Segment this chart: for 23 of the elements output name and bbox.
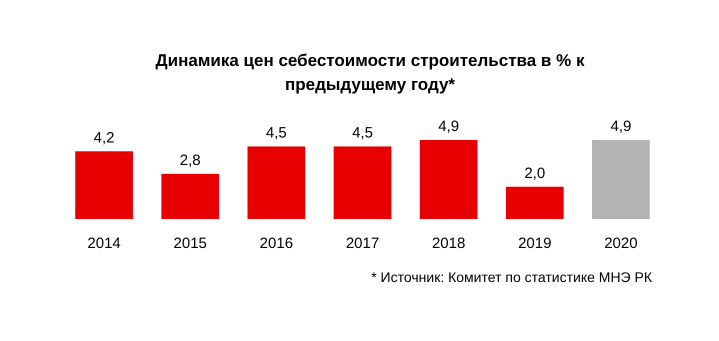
bar — [506, 186, 564, 219]
chart-title: Динамика цен себестоимости строительства в % к предыдущему году* — [156, 51, 585, 94]
bar — [248, 146, 306, 219]
data-label: 2,0 — [524, 164, 546, 182]
data-label: 4,5 — [352, 124, 373, 142]
data-label: 4,9 — [438, 118, 460, 135]
x-tick-label: 2014 — [87, 235, 121, 252]
data-label: 2,8 — [180, 152, 201, 169]
x-tick-label: 2016 — [260, 235, 294, 252]
bar — [592, 140, 650, 219]
text: * Источник: Комитет по статистике МНЭ РК — [371, 269, 653, 285]
x-tick-label: 2017 — [346, 235, 380, 252]
bar — [75, 151, 133, 219]
data-label: 4,5 — [266, 124, 287, 142]
data-label: 4,9 — [610, 118, 632, 135]
x-tick-label: 2019 — [518, 235, 552, 252]
x-tick-label: 2018 — [432, 235, 466, 252]
bar — [161, 174, 220, 219]
x-tick-label: 2020 — [604, 235, 638, 252]
x-tick-label: 2015 — [174, 235, 207, 252]
bar — [420, 140, 478, 219]
bar — [334, 146, 392, 219]
data-label: 4,2 — [94, 129, 115, 146]
